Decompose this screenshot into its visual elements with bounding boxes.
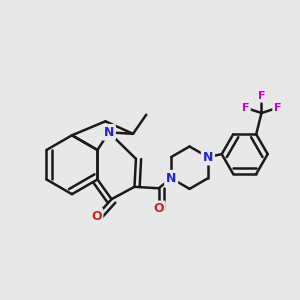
Text: F: F — [242, 103, 249, 113]
Text: N: N — [166, 172, 176, 185]
Text: N: N — [203, 151, 213, 164]
Text: O: O — [91, 210, 101, 223]
Text: N: N — [104, 126, 114, 139]
Text: F: F — [274, 103, 281, 113]
Text: O: O — [153, 202, 164, 215]
Text: F: F — [258, 91, 265, 101]
